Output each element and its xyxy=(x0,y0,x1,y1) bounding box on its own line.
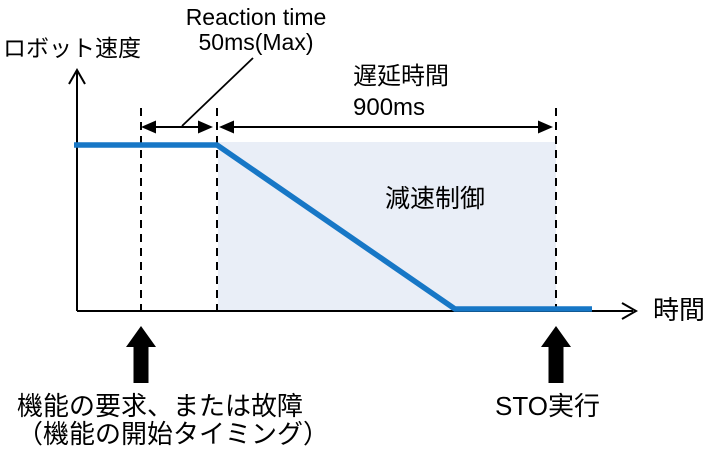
x-axis-arrowhead-icon xyxy=(621,302,639,320)
decel-area xyxy=(218,142,556,311)
reaction-leader-line xyxy=(181,57,254,127)
sto-up-arrow-icon xyxy=(541,326,571,383)
x-axis-label: 時間 xyxy=(653,295,706,325)
event-annotation: 機能の要求、または故障 （機能の開始タイミング） xyxy=(17,392,329,448)
y-axis-label: ロボット速度 xyxy=(3,35,141,61)
delay-arrowhead-left-icon xyxy=(219,120,234,134)
event-annotation-line2: （機能の開始タイミング） xyxy=(17,419,330,449)
delay-time-line1: 遅延時間 xyxy=(353,63,449,90)
event-up-arrow-icon xyxy=(126,326,156,383)
delay-time-line2: 900ms xyxy=(353,94,426,121)
y-axis-arrowhead-icon xyxy=(68,67,86,85)
decel-area-label: 減速制御 xyxy=(385,185,486,213)
reaction-time-line1: Reaction time xyxy=(185,4,327,30)
reaction-arrowhead-right-icon xyxy=(198,120,213,134)
speed-curve xyxy=(74,142,592,312)
sto-annotation: STO実行 xyxy=(495,391,600,421)
reaction-arrowhead-left-icon xyxy=(141,120,156,134)
event-annotation-line1: 機能の要求、または故障 xyxy=(17,391,304,421)
delay-arrowhead-right-icon xyxy=(538,120,553,134)
reaction-time-annotation: Reaction time 50ms(Max) xyxy=(170,5,342,55)
delay-time-annotation: 遅延時間 900ms xyxy=(353,61,449,123)
reaction-time-line2: 50ms(Max) xyxy=(198,29,314,55)
